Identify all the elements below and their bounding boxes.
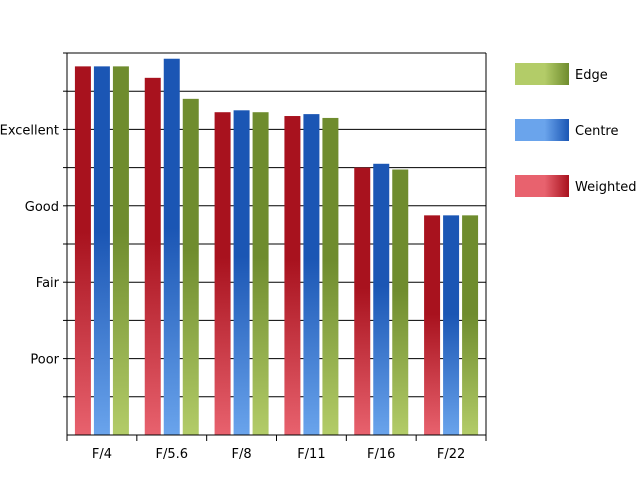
bar-centre-f-11 [303,114,320,436]
bar-edge-f-4 [112,66,129,436]
legend-swatch-edge [515,63,569,85]
y-tick-label: Excellent [0,123,59,138]
legend-label-edge: Edge [575,68,608,83]
axes [63,52,487,441]
y-tick-label: Fair [36,276,60,291]
bar-weighted-f-16 [354,167,371,435]
y-tick-label: Good [25,200,59,215]
x-tick-labels: F/4 F/5.6 F/8 F/11 F/16 F/22 [92,447,465,462]
bar-edge-f-5-6 [182,98,199,435]
bars [74,58,479,436]
x-tick-label: F/5.6 [155,447,188,462]
x-tick-label: F/8 [232,447,252,462]
bar-edge-f-11 [322,117,339,435]
bar-weighted-f-22 [424,215,441,435]
x-tick-label: F/16 [367,447,395,462]
y-tick-labels: Poor Fair Good Excellent [0,123,60,367]
legend: Edge Centre Weighted [515,63,637,197]
x-tick-label: F/22 [437,447,465,462]
x-tick-label: F/4 [92,447,112,462]
x-tick-label: F/11 [297,447,325,462]
bar-weighted-f-4 [74,66,91,436]
grid-lines [67,52,486,398]
bar-weighted-f-11 [284,116,301,435]
legend-swatch-weighted [515,175,569,197]
bar-weighted-f-8 [214,112,231,436]
legend-label-weighted: Weighted [575,180,637,195]
bar-centre-f-22 [443,215,460,435]
bar-edge-f-8 [252,112,269,436]
legend-swatch-centre [515,119,569,141]
bar-centre-f-16 [373,163,390,435]
bar-edge-f-22 [462,215,479,435]
legend-label-centre: Centre [575,124,618,139]
y-tick-label: Poor [30,353,59,368]
bar-centre-f-8 [233,110,250,436]
bar-centre-f-5-6 [163,58,180,435]
bar-centre-f-4 [93,66,110,436]
bar-edge-f-16 [392,169,409,435]
bar-weighted-f-5-6 [144,77,161,435]
